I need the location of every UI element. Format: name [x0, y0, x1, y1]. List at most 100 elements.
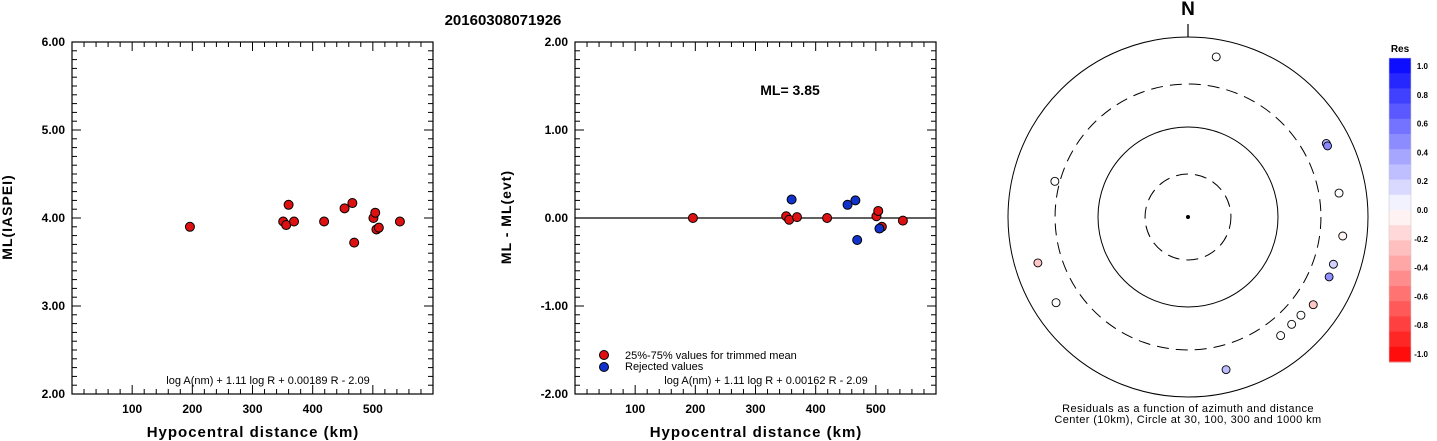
map-caption-line-2: Center (10km), Circle at 30, 100, 300 an… — [1054, 414, 1321, 426]
colorbar-segment — [1389, 179, 1411, 196]
page-title: 20160308071926 — [445, 12, 562, 29]
colorbar-tick-label: 0.2 — [1417, 177, 1429, 186]
data-point — [319, 216, 330, 227]
colorbar-tick-label: -0.6 — [1414, 292, 1428, 301]
station-marker — [1050, 176, 1060, 186]
y-tick-label: 0.00 — [545, 211, 569, 225]
x-tick-label: 100 — [122, 402, 142, 416]
magnitude-formula: log A(nm) + 1.11 log R + 0.00189 R - 2.0… — [166, 375, 369, 387]
legend-label-rejected: Rejected values — [625, 361, 704, 373]
colorbar-tick-label: 0.0 — [1417, 206, 1429, 215]
station-marker — [1033, 258, 1043, 268]
data-point — [873, 205, 884, 216]
magnitude-vs-distance-panel: log A(nm) + 1.11 log R + 0.00189 R - 2.0… — [0, 35, 434, 441]
colorbar-segment — [1389, 331, 1411, 348]
residual-vs-distance-panel: ML= 3.85 log A(nm) + 1.11 log R + 0.0016… — [498, 35, 937, 441]
colorbar-tick-label: 0.8 — [1417, 91, 1429, 100]
y-tick-label: 4.00 — [42, 211, 66, 225]
epicenter-dot — [1186, 215, 1190, 219]
colorbar-segment — [1389, 88, 1411, 105]
x-axis-label: Hypocentral distance (km) — [650, 424, 863, 441]
station-marker — [1051, 298, 1061, 308]
data-point — [850, 195, 861, 206]
y-tick-label: 2.00 — [42, 387, 66, 401]
north-label: N — [1181, 0, 1195, 20]
magnitude-formula: log A(nm) + 1.11 log R + 0.00162 R - 2.0… — [664, 375, 867, 387]
event-magnitude-label: ML= 3.85 — [760, 82, 820, 98]
legend: 25%-75% values for trimmed mean Rejected… — [599, 350, 797, 373]
colorbar-segment — [1389, 255, 1411, 272]
colorbar-segment — [1389, 270, 1411, 287]
ring-30km — [1144, 173, 1232, 261]
data-point — [370, 207, 381, 218]
colorbar-segment — [1389, 346, 1411, 363]
colorbar-tick-label: -0.2 — [1414, 235, 1428, 244]
colorbar-label: Res — [1391, 44, 1410, 55]
x-tick-label: 500 — [866, 402, 886, 416]
x-tick-label: 500 — [363, 402, 383, 416]
data-point — [822, 213, 833, 223]
station-marker — [1276, 331, 1286, 341]
colorbar-tick-label: 0.6 — [1417, 120, 1429, 129]
data-point — [786, 194, 797, 205]
x-tick-label: 400 — [303, 402, 323, 416]
x-tick-label: 200 — [182, 402, 202, 416]
colorbar-segment — [1389, 134, 1411, 150]
colorbar-frame — [1388, 57, 1412, 363]
colorbar-tick-label: -0.4 — [1414, 264, 1428, 273]
ring-100km — [1097, 126, 1279, 308]
colorbar-segment — [1389, 225, 1411, 241]
y-axis-label: ML(IASPEI) — [0, 174, 15, 259]
y-tick-label: -1.00 — [541, 299, 569, 313]
y-axis-label: ML - ML(evt) — [498, 170, 514, 264]
data-point — [687, 213, 698, 223]
station-marker — [1221, 365, 1231, 375]
data-point — [349, 237, 360, 248]
colorbar-tick-label: 1.0 — [1417, 62, 1429, 71]
x-tick-label: 300 — [745, 402, 765, 416]
station-marker — [1324, 272, 1334, 282]
data-point — [842, 199, 853, 210]
legend-marker-trimmed-mean — [599, 350, 609, 360]
colorbar-segment — [1389, 316, 1411, 333]
y-tick-label: 6.00 — [42, 35, 66, 49]
colorbar-segment — [1389, 301, 1411, 317]
y-tick-label: -2.00 — [541, 387, 569, 401]
colorbar-segment — [1389, 73, 1411, 89]
station-marker — [1338, 231, 1348, 241]
azimuth-residual-map: N Residuals as a function of azimuth and… — [1007, 0, 1429, 426]
y-tick-label: 2.00 — [545, 35, 569, 49]
data-point — [874, 223, 885, 234]
legend-marker-rejected — [599, 362, 609, 372]
y-tick-label: 3.00 — [42, 299, 66, 313]
data-point — [897, 215, 908, 226]
map-caption-line-1: Residuals as a function of azimuth and d… — [1062, 403, 1314, 415]
station-marker — [1296, 310, 1306, 320]
colorbar-tick-label: -0.8 — [1414, 321, 1428, 330]
data-point — [283, 199, 294, 210]
data-point — [289, 216, 300, 227]
x-tick-label: 400 — [806, 402, 826, 416]
legend-label-trimmed-mean: 25%-75% values for trimmed mean — [625, 350, 797, 362]
colorbar-segment — [1389, 164, 1411, 181]
data-point — [373, 222, 384, 233]
ring-300km — [1054, 83, 1322, 351]
x-axis-label: Hypocentral distance (km) — [147, 424, 360, 441]
x-tick-label: 100 — [625, 402, 645, 416]
colorbar-tick-label: -1.0 — [1414, 350, 1428, 359]
colorbar-segment — [1389, 118, 1411, 135]
station-marker — [1211, 52, 1221, 62]
colorbar-segment — [1389, 194, 1411, 211]
colorbar-segment — [1389, 210, 1411, 226]
plot-frame — [71, 41, 434, 395]
station-marker — [1334, 188, 1344, 198]
station-marker — [1287, 319, 1297, 329]
colorbar-segment — [1389, 58, 1411, 74]
y-tick-label: 5.00 — [42, 123, 66, 137]
data-point — [852, 235, 863, 245]
data-point — [792, 212, 803, 223]
data-point — [339, 203, 350, 214]
x-tick-label: 300 — [242, 402, 262, 416]
station-marker — [1323, 141, 1333, 151]
